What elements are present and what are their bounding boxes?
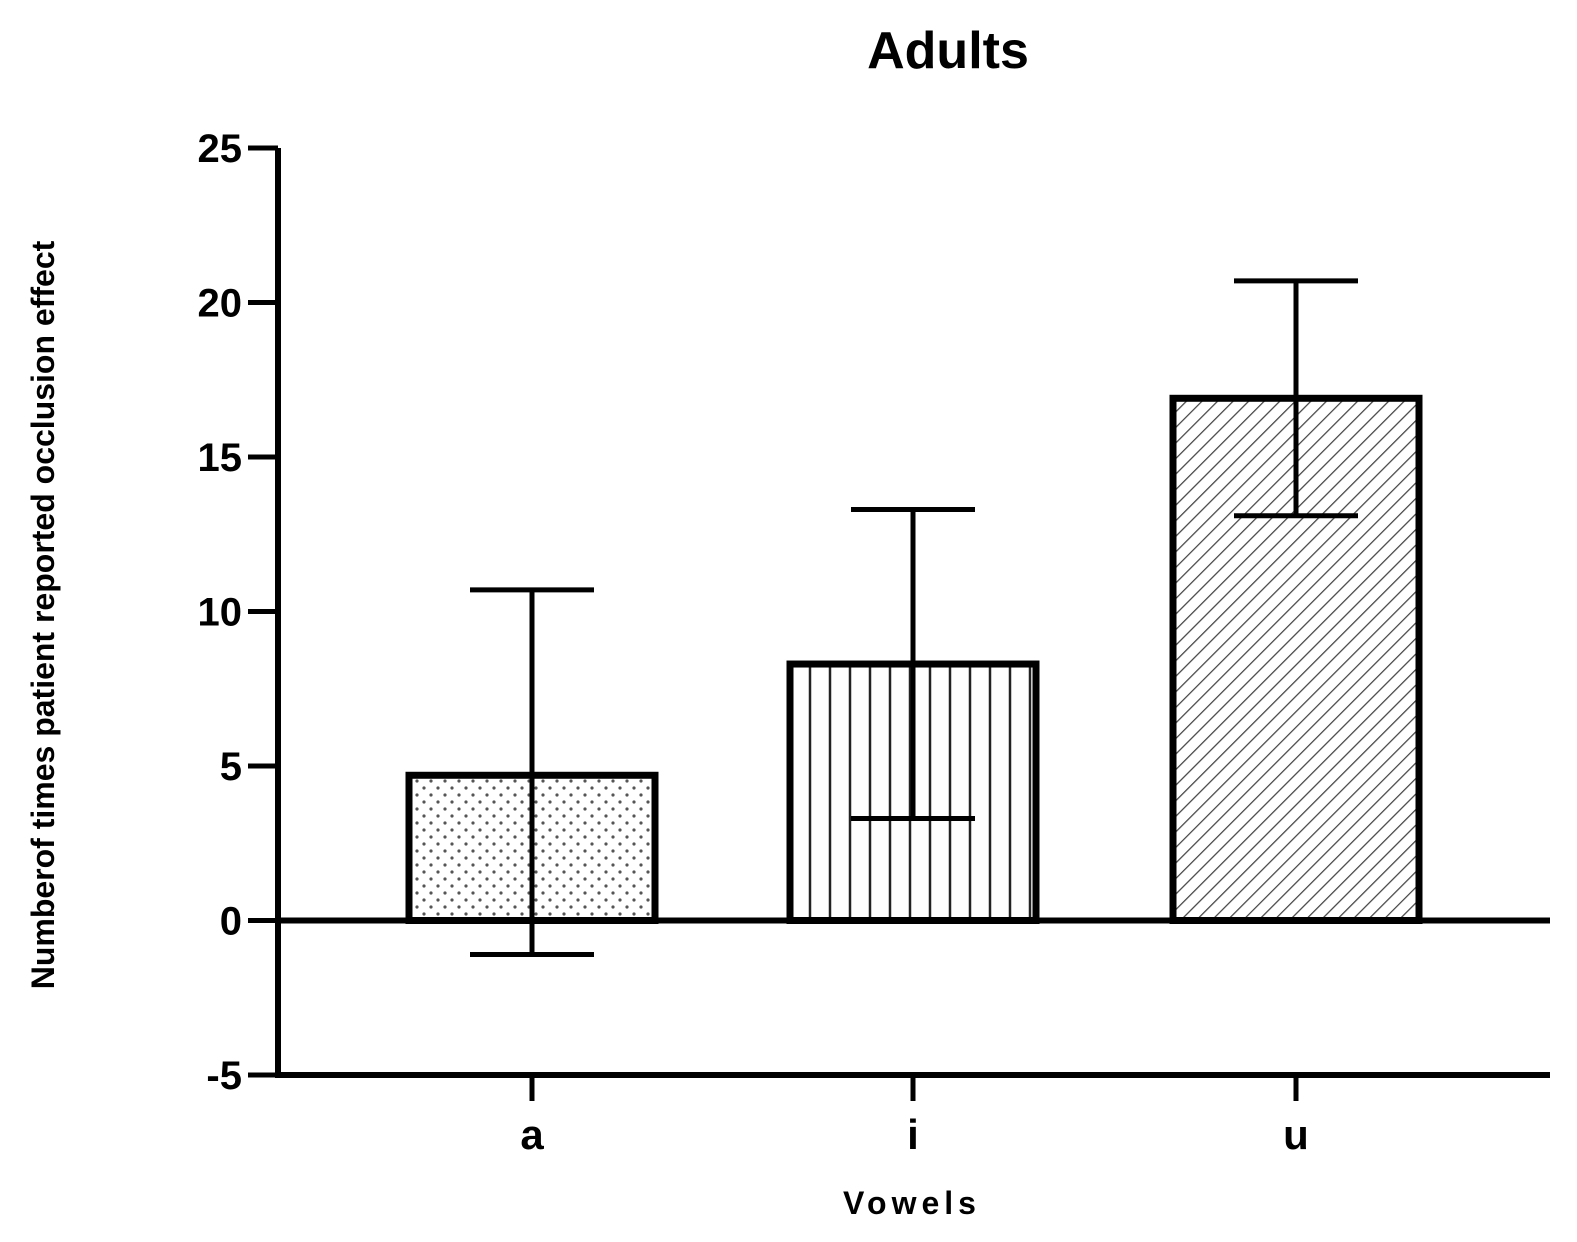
y-tick-label: 0 [220, 900, 242, 944]
x-tick-label-u: u [1283, 1111, 1309, 1158]
y-tick-label: 5 [220, 745, 242, 789]
error-bars [470, 278, 1358, 957]
y-tick-label: 10 [198, 591, 243, 635]
y-tick-label: 15 [198, 436, 243, 480]
y-tick-label: 25 [198, 127, 243, 171]
y-axis-ticks: -5 0 5 10 15 20 25 [198, 127, 278, 1098]
chart-title: Adults [867, 22, 1029, 80]
x-axis-title: Vowels [843, 1185, 981, 1221]
y-tick-label: -5 [206, 1054, 242, 1098]
x-tick-label-i: i [907, 1111, 919, 1158]
x-tick-label-a: a [520, 1111, 544, 1158]
y-axis-title: Numberof times patient reported occlusio… [25, 240, 61, 989]
y-tick-label: 20 [198, 282, 243, 326]
